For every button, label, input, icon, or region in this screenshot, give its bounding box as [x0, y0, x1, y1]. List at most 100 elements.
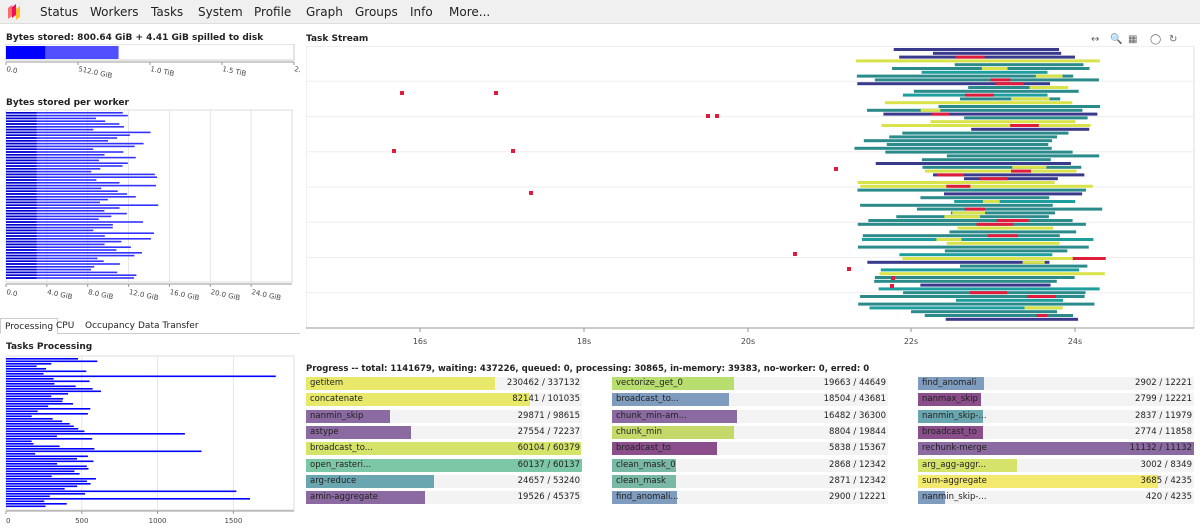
- per-worker-bar-spilled: [6, 274, 37, 276]
- progress-task-name: clean_mask_0: [616, 459, 676, 470]
- progress-task-count: 29871 / 98615: [517, 410, 580, 421]
- progress-row[interactable]: broadcast_to 5838 / 15367: [612, 442, 888, 456]
- nav-status[interactable]: Status: [40, 5, 79, 19]
- per-worker-bar: [6, 154, 105, 156]
- progress-row[interactable]: chunk_min-am... 16482 / 36300: [612, 409, 888, 423]
- progress-row[interactable]: nanmin_skip-... 2837 / 11979: [918, 409, 1194, 423]
- per-worker-bar: [6, 142, 144, 145]
- progress-row[interactable]: arg_agg-aggr... 3002 / 8349: [918, 458, 1194, 472]
- task-stream-bar: [911, 310, 1057, 314]
- task-stream-bar: [964, 207, 985, 211]
- task-stream-bar: [874, 279, 1057, 283]
- progress-row[interactable]: nanmin_skip 29871 / 98615: [306, 409, 582, 423]
- wheel-zoom-icon[interactable]: ◯: [1150, 34, 1162, 45]
- tasks-processing-bar: [6, 363, 52, 365]
- task-stream-title: Task Stream: [306, 34, 369, 44]
- progress-task-count: 24657 / 53240: [517, 475, 580, 486]
- progress-row[interactable]: find_anomali 2902 / 12221: [918, 377, 1194, 390]
- progress-row[interactable]: nanmin_skip-... 420 / 4235: [918, 491, 1194, 505]
- progress-row[interactable]: getitem 230462 / 337132: [306, 377, 582, 390]
- nav-graph[interactable]: Graph: [306, 5, 343, 19]
- bytes-stored-bar-dark: [6, 46, 46, 59]
- progress-task-count: 16482 / 36300: [823, 410, 886, 421]
- tab-processing[interactable]: Processing: [0, 318, 59, 334]
- per-worker-bar: [6, 246, 131, 248]
- progress-done-bar: [612, 491, 678, 505]
- task-stream-bar: [964, 177, 1058, 181]
- tasks-processing-bar: [6, 430, 85, 433]
- nav-system[interactable]: System: [198, 5, 243, 19]
- tasks-processing-bar: [6, 395, 52, 398]
- progress-row[interactable]: sum-aggregate 3685 / 4235: [918, 474, 1194, 488]
- progress-row[interactable]: arg-reduce 24657 / 53240: [306, 474, 582, 488]
- per-worker-bar-spilled: [6, 238, 37, 240]
- progress-done-bar: [918, 393, 982, 407]
- tasks-processing-bar: [6, 423, 70, 425]
- nav-info[interactable]: Info: [410, 5, 433, 19]
- progress-row[interactable]: astype 27554 / 72237: [306, 425, 582, 439]
- progress-row[interactable]: clean_mask_0 2868 / 12342: [612, 458, 888, 472]
- task-stream-bar: [875, 162, 1071, 165]
- dask-logo-icon[interactable]: [6, 4, 22, 20]
- progress-row[interactable]: broadcast_to... 60104 / 60379: [306, 442, 582, 456]
- progress-row[interactable]: nanmax_skip 2799 / 12221: [918, 393, 1194, 407]
- task-stream-bar: [874, 78, 1099, 82]
- pan-icon[interactable]: ↔: [1091, 34, 1100, 45]
- task-stream-mark: [529, 191, 533, 195]
- per-worker-bar: [6, 243, 105, 246]
- task-stream-mark: [834, 167, 838, 171]
- progress-row[interactable]: clean_mask 2871 / 12342: [612, 474, 888, 488]
- per-worker-bar: [6, 179, 97, 181]
- progress-task-name: clean_mask: [616, 475, 666, 486]
- progress-task-name: find_anomali: [922, 378, 977, 388]
- task-stream-bar: [913, 89, 1079, 93]
- tasks-processing-bar: [6, 495, 50, 498]
- nav-profile[interactable]: Profile: [254, 5, 292, 19]
- per-worker-bar-spilled: [6, 221, 37, 223]
- box-zoom-icon[interactable]: ▦: [1128, 34, 1138, 45]
- bytes-stored-tick-label: 0.0: [6, 65, 19, 75]
- per-worker-tick-label: 0.0: [6, 288, 19, 298]
- tab-occupancy[interactable]: Occupancy: [85, 321, 135, 331]
- progress-row[interactable]: broadcast_to 2774 / 11858: [918, 425, 1194, 439]
- per-worker-bar: [6, 235, 105, 237]
- progress-row[interactable]: open_rasteri... 60137 / 60137: [306, 458, 582, 472]
- per-worker-bar: [6, 240, 122, 243]
- per-worker-bar: [6, 274, 137, 276]
- nav-more[interactable]: More...: [449, 5, 491, 19]
- task-stream-bar: [899, 253, 1053, 257]
- progress-row[interactable]: rechunk-merge 11132 / 11132: [918, 442, 1194, 456]
- progress-task-name: arg-reduce: [310, 475, 357, 486]
- progress-done-bar: [918, 458, 1018, 472]
- tasks-processing-chart: 0 500 1000 1500: [5, 355, 295, 525]
- tasks-processing-bar: [6, 403, 73, 405]
- task-stream-tick-label: 18s: [577, 337, 591, 346]
- progress-row[interactable]: vectorize_get_0 19663 / 44649: [612, 377, 888, 390]
- progress-task-name: chunk_min-am...: [616, 410, 687, 421]
- task-stream-bar: [982, 200, 1000, 203]
- nav-groups[interactable]: Groups: [355, 5, 398, 19]
- zoom-icon[interactable]: 🔍: [1110, 34, 1123, 45]
- per-worker-bar-spilled: [6, 165, 37, 167]
- progress-row[interactable]: amin-aggregate 19526 / 45375: [306, 491, 582, 505]
- task-stream-bar: [921, 70, 1048, 74]
- progress-done-bar: [306, 474, 434, 488]
- progress-row[interactable]: concatenate 82141 / 101035: [306, 393, 582, 407]
- tab-cpu[interactable]: CPU: [56, 321, 75, 331]
- task-stream-bar: [1011, 169, 1031, 173]
- progress-row[interactable]: find_anomali... 2900 / 12221: [612, 491, 888, 505]
- task-stream-bar: [886, 143, 1049, 146]
- reset-icon[interactable]: ↻: [1169, 34, 1178, 45]
- progress-row[interactable]: chunk_min 8804 / 19844: [612, 425, 888, 439]
- nav-workers[interactable]: Workers: [90, 5, 139, 19]
- nav-tasks[interactable]: Tasks: [151, 5, 184, 19]
- progress-task-name: broadcast_to...: [310, 443, 373, 454]
- tab-data-transfer[interactable]: Data Transfer: [138, 321, 199, 331]
- per-worker-bar: [6, 187, 102, 190]
- tasks-processing-bar: [6, 503, 67, 505]
- per-worker-bar: [6, 271, 118, 274]
- tasks-processing-tick-label: 1500: [224, 517, 242, 525]
- task-stream-tick-label: 22s: [904, 337, 918, 346]
- task-stream-bar: [946, 241, 1060, 245]
- progress-row[interactable]: broadcast_to... 18504 / 43681: [612, 393, 888, 407]
